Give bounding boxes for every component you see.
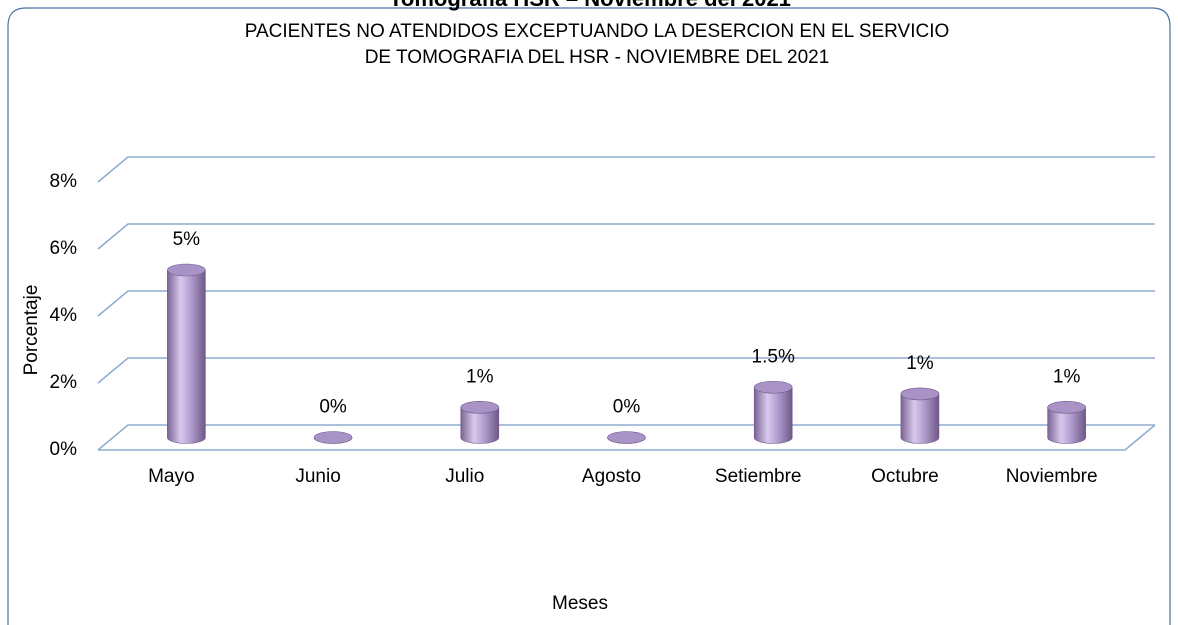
bar bbox=[753, 386, 793, 444]
bar bbox=[167, 269, 206, 444]
bar-cap bbox=[1047, 401, 1086, 414]
y-tick-label: 4% bbox=[50, 305, 78, 326]
x-tick-label: Junio bbox=[295, 466, 340, 487]
bar-cap bbox=[460, 401, 500, 414]
grid-line bbox=[97, 357, 1155, 384]
chart-frame bbox=[7, 7, 1171, 625]
y-tick-label: 8% bbox=[50, 171, 78, 192]
value-label: 0% bbox=[613, 397, 641, 418]
y-tick-label: 0% bbox=[50, 439, 78, 460]
bar-cap bbox=[167, 263, 206, 277]
bar bbox=[1047, 407, 1086, 444]
bar-cap bbox=[753, 380, 793, 394]
value-label: 1% bbox=[466, 366, 494, 387]
chart-title: PACIENTES NO ATENDIDOS EXCEPTUANDO LA DE… bbox=[245, 21, 950, 42]
grid-line bbox=[97, 223, 1155, 250]
y-axis-label: Porcentaje bbox=[21, 285, 42, 376]
grid-line bbox=[97, 424, 1155, 451]
x-tick-label: Julio bbox=[445, 466, 484, 487]
grid-line bbox=[97, 156, 1155, 183]
page-header: Tomografia HSR – Noviembre del 2021 bbox=[389, 0, 791, 11]
y-tick-label: 2% bbox=[50, 372, 78, 393]
bar-cap bbox=[313, 431, 353, 444]
x-tick-label: Setiembre bbox=[715, 466, 802, 487]
chart-title: DE TOMOGRAFIA DEL HSR - NOVIEMBRE DEL 20… bbox=[365, 47, 830, 68]
value-label: 5% bbox=[173, 229, 201, 250]
x-tick-label: Mayo bbox=[148, 466, 194, 487]
x-tick-label: Noviembre bbox=[1006, 466, 1098, 487]
bar bbox=[900, 393, 940, 444]
x-tick-label: Octubre bbox=[871, 466, 939, 487]
floor bbox=[98, 424, 1156, 451]
value-label: 1% bbox=[906, 353, 934, 374]
x-tick-label: Agosto bbox=[582, 466, 641, 487]
bar-cap bbox=[607, 431, 646, 444]
y-tick-label: 6% bbox=[50, 238, 78, 259]
value-label: 1% bbox=[1053, 366, 1081, 387]
value-label: 1.5% bbox=[752, 346, 795, 367]
grid-line bbox=[97, 290, 1155, 317]
x-axis-label: Meses bbox=[552, 593, 608, 614]
bar bbox=[460, 407, 500, 444]
bar-cap bbox=[900, 387, 940, 401]
value-label: 0% bbox=[319, 397, 347, 418]
